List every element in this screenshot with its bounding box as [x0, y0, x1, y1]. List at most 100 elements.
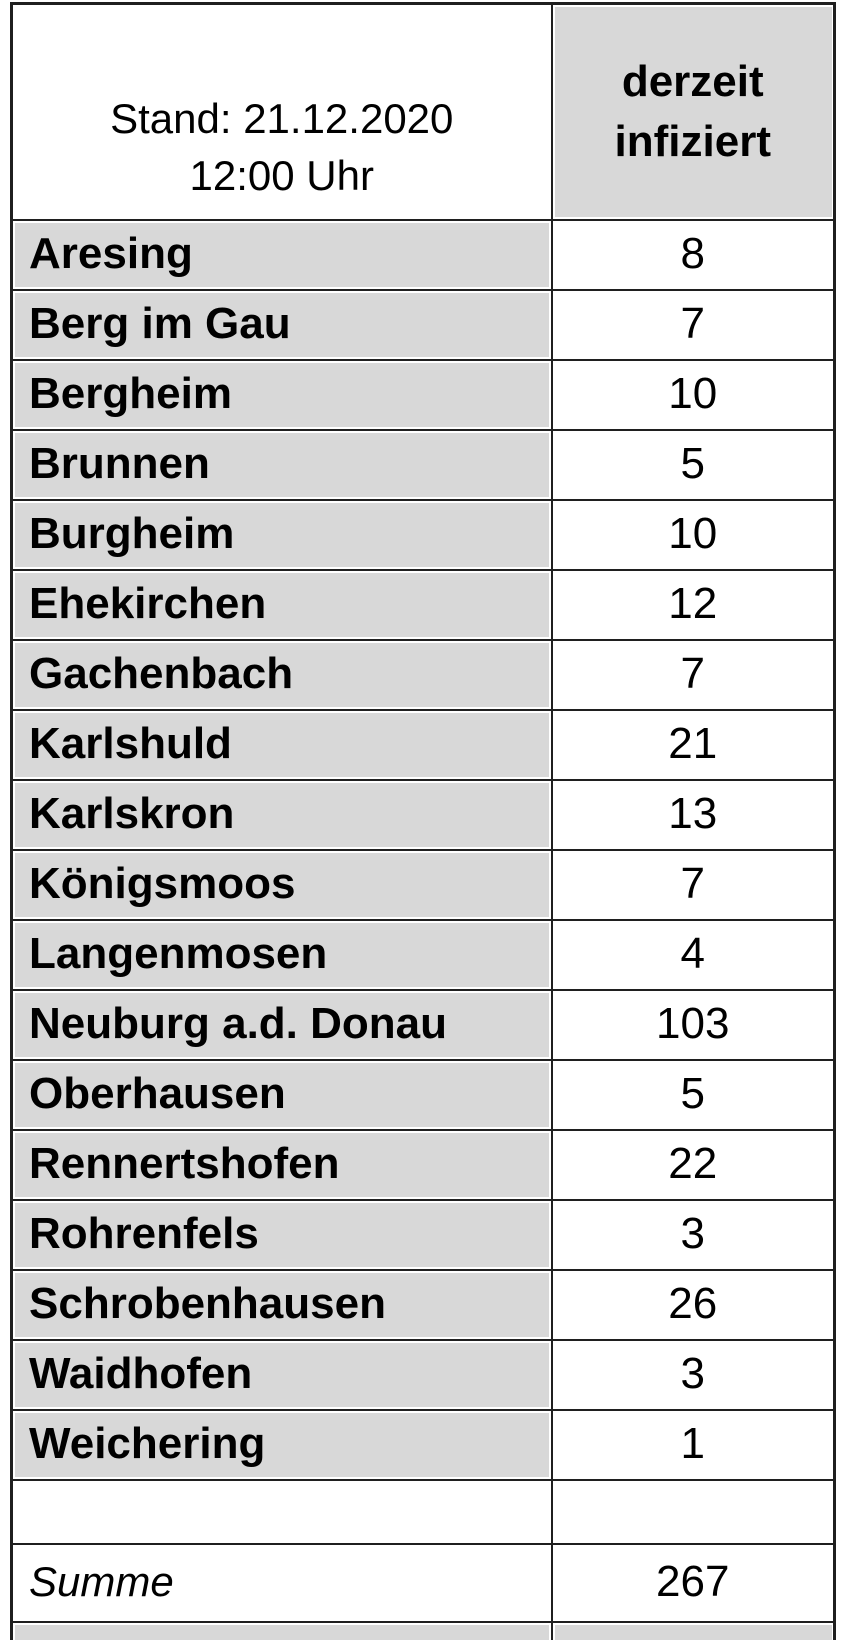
infection-table: Stand: 21.12.2020 12:00 Uhr derzeit infi…: [10, 2, 836, 1640]
infected-count: 8: [680, 229, 705, 279]
summary-value-cell: 267: [550, 1542, 836, 1623]
infected-cell: 10: [550, 498, 836, 571]
municipality-name: Brunnen: [29, 439, 210, 489]
table-row: Brunnen 5: [10, 428, 836, 501]
municipality-name: Bergheim: [29, 369, 232, 419]
value-header-line1: derzeit: [621, 57, 764, 107]
summary-row: Summe 267: [10, 1542, 836, 1623]
infected-count: 3: [680, 1349, 705, 1399]
municipality-name: Karlskron: [29, 789, 235, 839]
table-row: Langenmosen 4: [10, 918, 836, 991]
empty-spacer-row: [10, 1478, 836, 1545]
municipality-cell: Berg im Gau: [10, 288, 553, 361]
infected-cell: 4: [550, 918, 836, 991]
municipality-name: Neuburg a.d. Donau: [29, 999, 447, 1049]
infected-count: 103: [656, 999, 730, 1049]
municipality-name: Oberhausen: [29, 1069, 286, 1119]
infected-count: 3: [680, 1209, 705, 1259]
municipality-name: Langenmosen: [29, 929, 328, 979]
municipality-name: Aresing: [29, 229, 193, 279]
empty-cell: [550, 1478, 836, 1545]
infected-count: 26: [668, 1279, 718, 1329]
municipality-cell: Rennertshofen: [10, 1128, 553, 1201]
municipality-cell: Langenmosen: [10, 918, 553, 991]
table-row: Bergheim 10: [10, 358, 836, 431]
table-row: Waidhofen 3: [10, 1338, 836, 1411]
infected-count: 1: [680, 1419, 705, 1469]
infected-cell: 13: [550, 778, 836, 851]
infected-count: 7: [680, 299, 705, 349]
table-row: Königsmoos 7: [10, 848, 836, 921]
municipality-name: Rohrenfels: [29, 1209, 259, 1259]
table-row: Karlshuld 21: [10, 708, 836, 781]
table-row: Burgheim 10: [10, 498, 836, 571]
partial-cell: [10, 1620, 553, 1640]
infected-count: 5: [680, 439, 705, 489]
municipality-cell: Schrobenhausen: [10, 1268, 553, 1341]
municipality-cell: Weichering: [10, 1408, 553, 1481]
infected-cell: 1: [550, 1408, 836, 1481]
municipality-name: Burgheim: [29, 509, 235, 559]
infected-count: 21: [668, 719, 718, 769]
municipality-cell: Waidhofen: [10, 1338, 553, 1411]
infected-cell: 103: [550, 988, 836, 1061]
infected-count: 4: [680, 929, 705, 979]
municipality-cell: Burgheim: [10, 498, 553, 571]
municipality-cell: Ehekirchen: [10, 568, 553, 641]
infected-count: 5: [680, 1069, 705, 1119]
infected-cell: 3: [550, 1198, 836, 1271]
infected-cell: 12: [550, 568, 836, 641]
municipality-cell: Oberhausen: [10, 1058, 553, 1131]
municipality-name: Karlshuld: [29, 719, 232, 769]
table-row: Rennertshofen 22: [10, 1128, 836, 1201]
infected-cell: 22: [550, 1128, 836, 1201]
infected-count: 7: [680, 649, 705, 699]
municipality-cell: Königsmoos: [10, 848, 553, 921]
municipality-name: Ehekirchen: [29, 579, 267, 629]
infected-count: 12: [668, 579, 718, 629]
municipality-cell: Karlshuld: [10, 708, 553, 781]
table-row: Neuburg a.d. Donau 103: [10, 988, 836, 1061]
table-row: Gachenbach 7: [10, 638, 836, 711]
infected-cell: 3: [550, 1338, 836, 1411]
value-header-line2: infiziert: [614, 116, 771, 166]
municipality-name: Rennertshofen: [29, 1139, 340, 1189]
municipality-name: Königsmoos: [29, 859, 296, 909]
infected-count: 10: [668, 369, 718, 419]
table-row: Aresing 8: [10, 218, 836, 291]
municipality-cell: Aresing: [10, 218, 553, 291]
municipality-cell: Gachenbach: [10, 638, 553, 711]
value-column-header: derzeit infiziert: [555, 52, 832, 171]
municipality-cell: Rohrenfels: [10, 1198, 553, 1271]
municipality-name: Weichering: [29, 1419, 266, 1469]
table-row: Weichering 1: [10, 1408, 836, 1481]
table-row: Karlskron 13: [10, 778, 836, 851]
municipality-cell: Neuburg a.d. Donau: [10, 988, 553, 1061]
table-row: Schrobenhausen 26: [10, 1268, 836, 1341]
infected-cell: 21: [550, 708, 836, 781]
empty-cell: [10, 1478, 553, 1545]
infected-cell: 10: [550, 358, 836, 431]
infected-cell: 7: [550, 848, 836, 921]
table-header-row: Stand: 21.12.2020 12:00 Uhr derzeit infi…: [10, 2, 836, 221]
infected-count: 7: [680, 859, 705, 909]
infected-count: 10: [668, 509, 718, 559]
infected-cell: 5: [550, 1058, 836, 1131]
table-row: Ehekirchen 12: [10, 568, 836, 641]
municipality-name: Waidhofen: [29, 1349, 253, 1399]
infected-cell: 7: [550, 288, 836, 361]
infected-cell: 26: [550, 1268, 836, 1341]
municipality-name: Gachenbach: [29, 649, 294, 699]
summary-value: 267: [656, 1557, 730, 1607]
stand-date: Stand: 21.12.2020: [110, 95, 454, 143]
value-column-header-cell: derzeit infiziert: [550, 2, 836, 221]
municipality-cell: Karlskron: [10, 778, 553, 851]
stand-header-cell: Stand: 21.12.2020 12:00 Uhr: [10, 2, 553, 221]
summary-label: Summe: [29, 1558, 174, 1606]
infected-count: 13: [668, 789, 718, 839]
municipality-cell: Bergheim: [10, 358, 553, 431]
infected-cell: 5: [550, 428, 836, 501]
table-row: Berg im Gau 7: [10, 288, 836, 361]
municipality-name: Schrobenhausen: [29, 1279, 386, 1329]
